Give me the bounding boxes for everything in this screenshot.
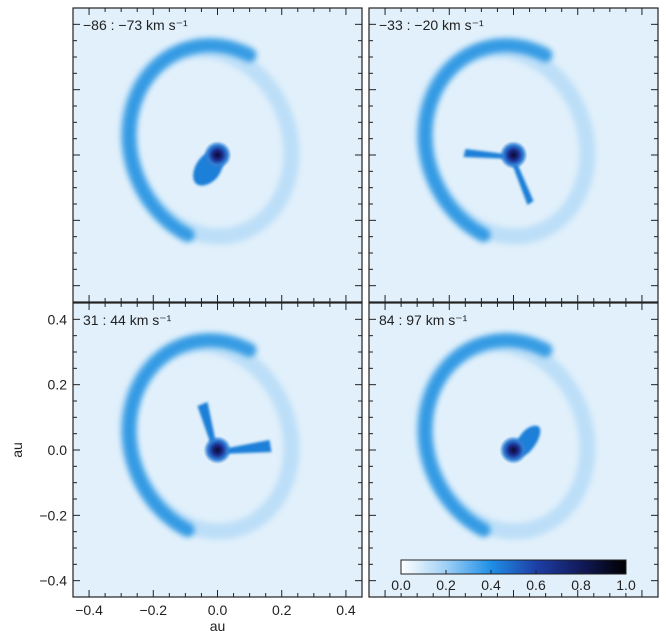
colorbar-tick-label: 1.0 [616,577,636,593]
x-tick-label: 0.2 [272,602,292,618]
panel-velocity-label: 31 : 44 km s⁻¹ [83,312,172,328]
panel-content [119,333,300,540]
y-tick-label: 0.0 [48,442,68,458]
panel-bottom-left: 31 : 44 km s⁻¹ [72,302,363,598]
disk-arc [418,38,553,242]
disk-arc [122,333,257,537]
panel-velocity-label: −86 : −73 km s⁻¹ [83,17,188,33]
colorbar-tick-label: 0.0 [391,577,411,593]
central-core [203,141,232,169]
x-axis-title: au [210,618,226,631]
x-tick-label: 0.4 [336,602,356,618]
central-core [499,141,528,169]
y-tick-label: −0.2 [39,507,67,523]
y-axis-title: au [9,442,25,458]
panel-top-right: −33 : −20 km s⁻¹ [368,7,659,303]
panel-velocity-label: 84 : 97 km s⁻¹ [379,312,468,328]
colorbar-gradient [400,559,627,575]
central-core [203,436,232,464]
panel-top-left: −86 : −73 km s⁻¹ [72,7,363,303]
panel-content [415,38,596,245]
x-tick-label: −0.2 [139,602,167,618]
y-tick-label: −0.4 [39,573,67,589]
panel-content [119,38,300,245]
colorbar-tick-label: 0.4 [481,577,501,593]
y-tick-label: 0.2 [48,377,68,393]
x-tick-label: 0.0 [208,602,228,618]
disk-arc [418,333,553,537]
colorbar-tick-label: 0.2 [436,577,456,593]
panel-velocity-label: −33 : −20 km s⁻¹ [379,17,484,33]
colorbar-tick-label: 0.6 [526,577,546,593]
central-core [499,436,528,464]
panel-content [415,333,596,540]
colorbar-tick-label: 0.8 [571,577,591,593]
y-tick-label: 0.4 [48,311,68,327]
disk-arc [122,38,257,242]
velocity-feature [197,402,272,454]
panel-bottom-right: 84 : 97 km s⁻¹ [368,302,659,598]
x-tick-label: −0.4 [75,602,103,618]
